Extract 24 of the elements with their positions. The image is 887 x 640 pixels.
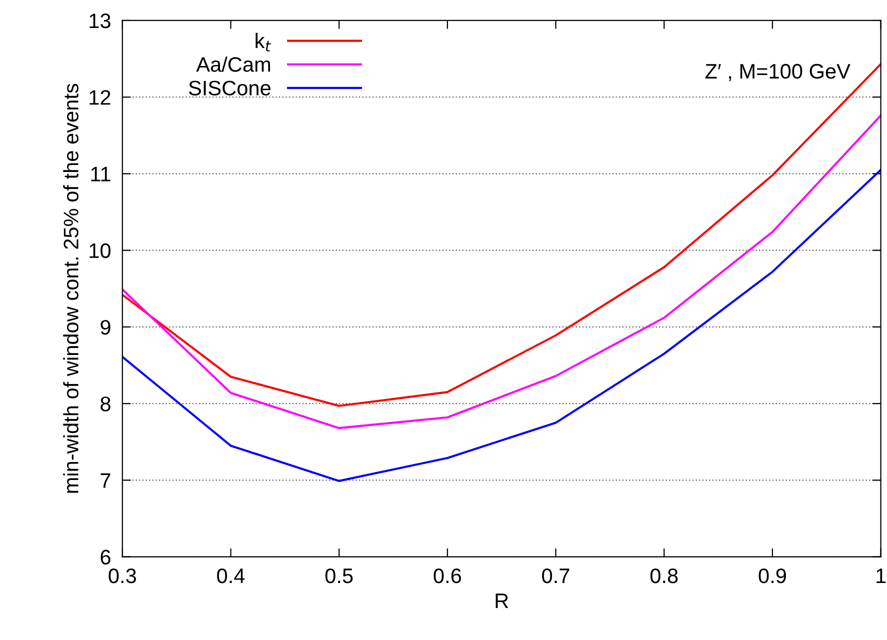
x-tick-label: 1 (876, 568, 886, 584)
y-tick-label: 10 (90, 243, 110, 258)
line-series (122, 168, 881, 482)
y-axis-title: min-width of window cont. 25% of the events (63, 84, 78, 493)
y-tick-label: 12 (90, 90, 110, 105)
y-tick-label: 6 (100, 550, 110, 565)
y-tick-label: 7 (100, 473, 110, 488)
x-tick-label: 0.5 (325, 568, 353, 584)
line-series (122, 114, 881, 430)
x-tick-label: 0.4 (217, 568, 245, 584)
y-tick-label: 11 (91, 166, 110, 182)
x-tick-label: 0.9 (758, 568, 786, 584)
annotation: Z′ , M=100 GeV (705, 64, 850, 82)
x-tick-label: 0.3 (108, 568, 136, 584)
y-tick-label: 13 (90, 13, 110, 28)
x-axis-title: R (496, 594, 508, 608)
y-tick-label: 9 (100, 320, 110, 335)
x-tick-label: 0.6 (434, 568, 461, 584)
x-tick-label: 0.7 (542, 568, 570, 584)
legend-label: SISCone (188, 80, 270, 96)
legend-label: Aa/Cam (196, 56, 270, 72)
x-tick-label: 0.8 (650, 568, 678, 584)
legend-label: k$_{t}$ (256, 32, 272, 52)
y-tick-label: 8 (100, 396, 110, 412)
